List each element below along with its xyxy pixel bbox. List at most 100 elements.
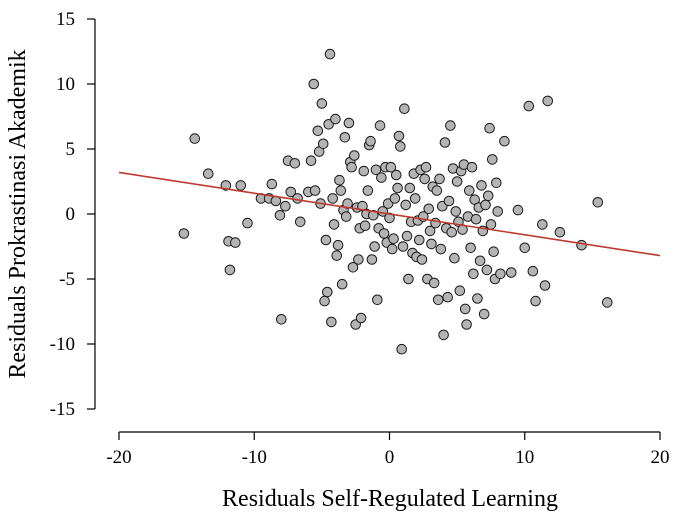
data-point [280,200,291,212]
data-point [392,182,403,194]
data-point [395,141,406,152]
data-point [189,133,201,144]
data-point [319,295,330,307]
data-point [335,185,347,196]
data-point [321,286,333,298]
data-point [362,185,374,196]
x-axis-title: Residuals Self-Regulated Learning [222,486,558,512]
x-tick-label: -20 [106,447,131,468]
data-point [230,237,241,248]
data-point [289,158,301,169]
data-point [438,329,449,341]
data-point [317,138,329,150]
y-tick-label: -15 [50,399,75,420]
data-point [399,103,410,114]
data-point [266,178,278,190]
data-point [537,219,548,230]
x-tick-label: 0 [385,447,395,468]
data-point [449,252,460,264]
data-point [332,239,344,251]
data-point [378,228,390,239]
data-point [342,198,353,209]
data-point [443,195,455,207]
data-point [324,48,336,60]
data-point [442,291,453,303]
data-point [480,199,491,211]
y-axis-title: Residuals Prokrastinasi Akademik [5,49,31,378]
x-tick-label: 10 [515,447,534,468]
data-point [285,186,297,198]
data-point [423,203,435,215]
data-point [474,255,486,267]
data-point [465,242,476,254]
y-tick-label: -10 [50,334,75,355]
data-point [331,250,343,261]
data-point [336,278,348,290]
data-point [292,193,303,204]
data-point [419,173,430,185]
data-point [485,219,497,230]
data-point [409,193,421,204]
data-point [495,268,506,280]
data-point [488,246,499,257]
data-point [446,226,458,238]
data-point [491,177,502,189]
data-point [413,234,425,246]
data-point [358,165,370,177]
data-point [385,161,397,173]
data-point [376,172,387,183]
data-point [370,164,382,176]
data-point [384,212,395,224]
data-point [468,268,479,280]
data-point [374,120,386,131]
data-point [396,343,407,355]
data-point [343,117,355,129]
data-point [404,182,416,194]
data-point [349,150,360,161]
y-tick-label: -5 [59,269,75,290]
data-point [403,273,414,285]
data-point [542,95,554,107]
data-point [512,204,524,216]
data-point [309,185,321,196]
data-point [294,216,306,228]
data-point [347,262,359,273]
data-point [224,264,236,276]
data-point [472,293,483,304]
y-tick-label: 5 [66,139,76,160]
x-tick-label: 20 [651,447,670,468]
data-point [527,265,539,277]
data-point [461,319,472,330]
data-point [393,130,405,142]
data-point [340,211,352,222]
data-point [478,308,490,320]
data-point [481,264,493,276]
data-point [539,280,551,291]
data-point [305,155,317,166]
data-point [390,169,402,181]
data-point [274,210,286,221]
y-tick-label: 15 [56,9,75,30]
data-point [400,199,412,211]
data-point [334,174,345,186]
data-point [353,254,364,265]
data-point [276,314,287,325]
data-point [339,132,351,143]
data-point [389,193,401,204]
data-point [592,197,604,208]
data-point [434,173,445,185]
data-point [372,294,383,306]
data-point [235,180,247,191]
data-point [416,254,428,265]
data-point [426,238,437,250]
data-point [369,241,380,252]
x-axis-ticks: -20 -10 0 10 20 [106,432,670,468]
data-point [178,228,190,239]
data-point [519,242,531,254]
data-point [365,135,376,147]
data-point [505,267,517,278]
data-point [355,312,367,324]
data-point [359,220,371,231]
data-point [327,193,338,204]
